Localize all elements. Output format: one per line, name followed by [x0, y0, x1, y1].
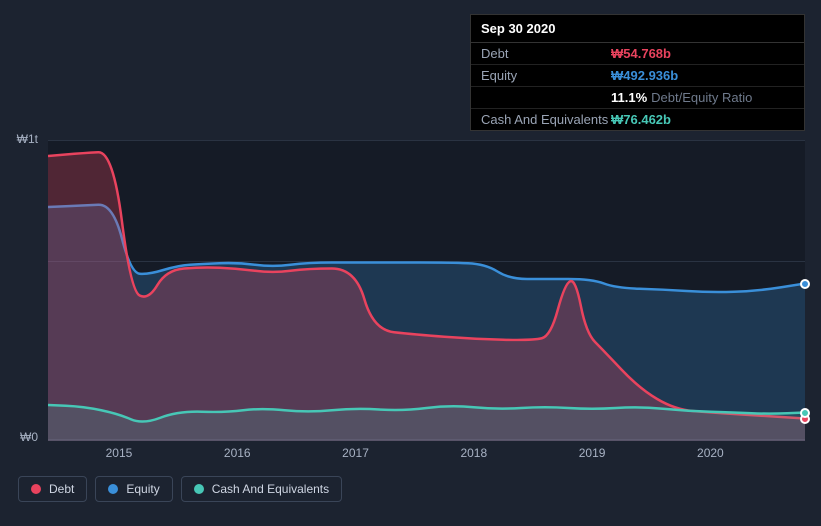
x-tick: 2017 [342, 446, 369, 460]
legend-item-debt[interactable]: Debt [18, 476, 87, 502]
end-marker-cash-and-equivalents [800, 408, 810, 418]
tooltip-label: Debt [481, 46, 611, 61]
chart-container: ₩1t ₩0 2015 2016 2017 2018 2019 2020 Debt Equi… [0, 120, 821, 526]
tooltip-row: Cash And Equivalents₩76.462b [471, 109, 804, 130]
legend-label: Cash And Equivalents [212, 482, 329, 496]
x-tick: 2020 [697, 446, 724, 460]
x-tick: 2018 [460, 446, 487, 460]
legend-item-equity[interactable]: Equity [95, 476, 172, 502]
tooltip-value: ₩76.462b [611, 112, 671, 127]
tooltip-row: Equity₩492.936b [471, 65, 804, 87]
x-axis: 2015 2016 2017 2018 2019 2020 [48, 446, 805, 466]
tooltip-row: Debt₩54.768b [471, 43, 804, 65]
end-marker-equity [800, 279, 810, 289]
tooltip-row: 11.1%Debt/Equity Ratio [471, 87, 804, 109]
tooltip-value: ₩54.768b [611, 46, 671, 61]
plot-area [48, 140, 805, 440]
x-tick: 2016 [224, 446, 251, 460]
legend-swatch [194, 484, 204, 494]
tooltip-label: Equity [481, 68, 611, 83]
chart-tooltip: Sep 30 2020 Debt₩54.768bEquity₩492.936b1… [470, 14, 805, 131]
tooltip-label [481, 90, 611, 105]
tooltip-value: ₩492.936b [611, 68, 678, 83]
x-tick: 2019 [579, 446, 606, 460]
tooltip-value: 11.1%Debt/Equity Ratio [611, 90, 752, 105]
legend-label: Equity [126, 482, 159, 496]
legend-swatch [31, 484, 41, 494]
tooltip-label: Cash And Equivalents [481, 112, 611, 127]
chart-svg [48, 141, 805, 441]
x-tick: 2015 [106, 446, 133, 460]
y-tick-bottom: ₩0 [0, 430, 44, 444]
legend-item-cash-and-equivalents[interactable]: Cash And Equivalents [181, 476, 342, 502]
legend: Debt Equity Cash And Equivalents [18, 476, 342, 502]
y-tick-top: ₩1t [0, 132, 44, 146]
tooltip-date: Sep 30 2020 [471, 15, 804, 43]
tooltip-suffix: Debt/Equity Ratio [651, 90, 752, 105]
legend-label: Debt [49, 482, 74, 496]
legend-swatch [108, 484, 118, 494]
